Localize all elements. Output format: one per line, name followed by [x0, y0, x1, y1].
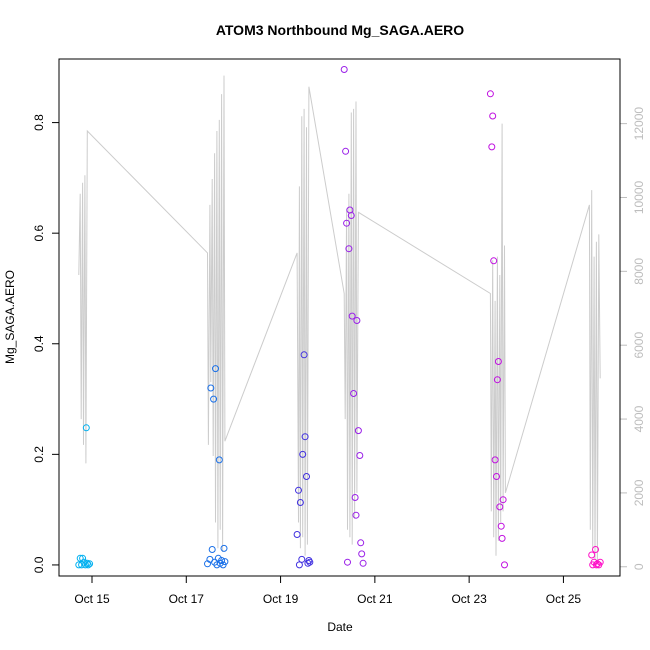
y2-tick-label: 12000	[632, 107, 646, 141]
y-tick-label: 0.4	[32, 335, 46, 352]
x-tick-label: Oct 23	[451, 592, 487, 606]
data-point	[491, 456, 499, 464]
x-tick-label: Oct 21	[357, 592, 393, 606]
data-point	[345, 245, 353, 253]
data-point	[299, 450, 307, 458]
plot-frame	[58, 58, 621, 577]
data-point	[218, 557, 226, 564]
y2-tick-label: 8000	[632, 258, 646, 285]
data-point	[497, 522, 505, 530]
data-point	[344, 558, 351, 566]
data-point	[215, 456, 223, 464]
data-point	[301, 433, 309, 441]
data-point	[342, 147, 350, 155]
data-point	[588, 551, 596, 559]
data-point	[210, 395, 218, 403]
data-point	[303, 473, 310, 480]
data-point	[84, 561, 92, 569]
data-point	[592, 546, 599, 553]
x-axis-label: Date	[327, 620, 353, 634]
data-point	[207, 384, 215, 392]
data-point	[358, 550, 366, 558]
data-point	[208, 546, 216, 553]
data-point	[220, 544, 228, 552]
data-point	[300, 351, 308, 359]
y-tick-label: 0.6	[32, 225, 46, 242]
chart-title: ATOM3 Northbound Mg_SAGA.AERO	[216, 22, 464, 38]
data-point	[348, 312, 356, 320]
y2-series-line	[78, 75, 601, 564]
data-point	[295, 486, 302, 494]
data-point	[498, 534, 506, 542]
data-point	[82, 424, 90, 432]
data-point	[490, 257, 498, 265]
data-point	[86, 560, 94, 568]
data-point	[352, 511, 360, 519]
data-point	[493, 473, 500, 480]
y2-tick-label: 6000	[632, 332, 646, 359]
data-point	[357, 539, 365, 547]
y-tick-label: 0.8	[32, 114, 46, 131]
data-point	[494, 358, 502, 365]
data-point	[486, 90, 494, 98]
data-point	[351, 494, 359, 501]
data-point	[499, 496, 507, 504]
y-axis-label: Mg_SAGA.AERO	[3, 270, 17, 364]
x-tick-label: Oct 19	[263, 592, 299, 606]
data-point	[298, 555, 306, 563]
data-point	[221, 558, 229, 566]
axes-layer: Oct 15 Oct 17 Oct 19 Oct 21 Oct 23 Oct 25 0.0 0…	[32, 107, 646, 606]
data-point	[359, 559, 367, 567]
x-tick-label: Oct 15	[74, 592, 110, 606]
points-layer	[75, 66, 604, 569]
data-point	[296, 499, 304, 506]
data-point	[356, 452, 364, 459]
y2-tick-label: 2000	[632, 479, 646, 506]
data-point	[212, 365, 219, 373]
x-tick-label: Oct 17	[169, 592, 205, 606]
data-point	[353, 317, 361, 324]
data-point	[596, 558, 604, 566]
data-point	[306, 558, 314, 566]
data-point	[79, 554, 87, 562]
data-point	[347, 212, 355, 219]
x-tick-label: Oct 25	[546, 592, 582, 606]
data-point	[488, 143, 496, 151]
data-point	[340, 66, 348, 73]
data-point	[496, 503, 504, 511]
y2-tick-label: 4000	[632, 405, 646, 432]
data-point	[354, 427, 362, 435]
data-point	[489, 112, 497, 120]
y2-line-layer	[78, 75, 601, 564]
y2-tick-label: 0	[632, 563, 646, 570]
data-point	[76, 554, 84, 562]
data-point	[219, 561, 227, 569]
y-tick-label: 0.0	[32, 556, 46, 573]
y-tick-label: 0.2	[32, 446, 46, 463]
data-point	[350, 390, 358, 397]
data-point	[343, 219, 351, 227]
data-point	[81, 561, 89, 569]
data-point	[493, 376, 501, 384]
data-point	[293, 531, 301, 538]
y2-tick-label: 10000	[632, 180, 646, 214]
data-point	[501, 561, 508, 569]
